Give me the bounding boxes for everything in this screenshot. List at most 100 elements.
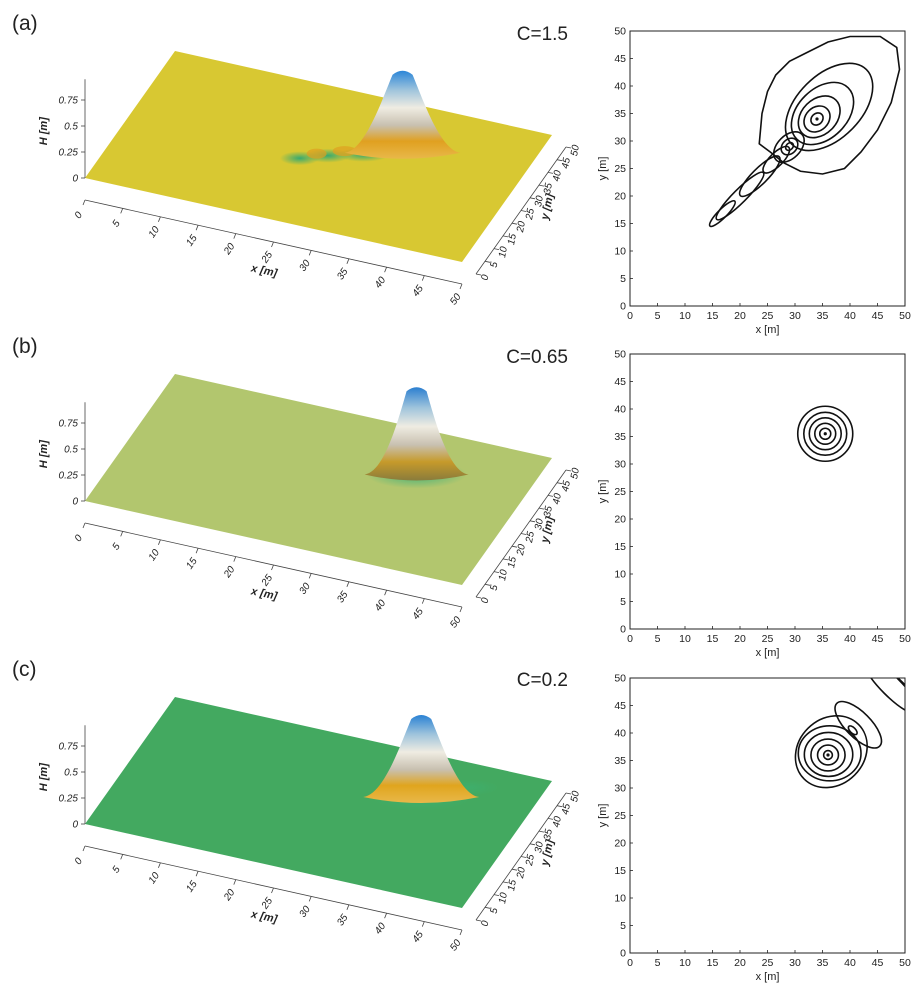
y-tick-label: 25 [524,853,537,867]
z-tick-label: 0.75 [59,419,79,430]
x-tick-label: 45 [411,929,427,945]
y-tick-label: 40 [551,492,564,505]
y-tick-label: 10 [497,891,510,904]
y-tick-label: 5 [489,584,501,592]
x-tick-label: 10 [679,957,691,969]
y-tick-mark [529,197,536,200]
y-tick-label: 20 [515,543,528,557]
y-tick-label: 20 [614,514,626,526]
x-tick-label: 5 [655,310,661,322]
contour-plot: 0 5 10 15 20 25 30 35 40 45 50 0 5 10 15 20 25 30 35 40 45 50… [597,673,911,984]
x-tick-mark [271,887,274,894]
y-tick-label: 45 [560,156,573,169]
y-tick-mark [484,906,491,909]
contour-line [818,427,832,441]
y-tick-mark [529,843,536,846]
y-tick-label: 45 [614,376,626,388]
x-tick-label: 30 [297,904,313,920]
y-tick-label: 20 [614,838,626,850]
y-tick-mark [565,469,572,472]
x-tick-label: 50 [448,291,464,307]
x-tick-label: 20 [221,564,237,581]
y-tick-label: 0 [480,919,492,927]
peak-marker [815,117,819,121]
y-tick-mark [538,184,545,187]
contour-line [816,744,840,766]
contour-line [847,725,858,736]
x-tick-mark [158,862,161,868]
z-tick-label: 0 [72,820,78,831]
x-tick-mark [195,548,199,554]
y-tick-label: 30 [533,518,546,531]
y-tick-mark [538,830,545,833]
y-tick-label: 5 [620,596,626,608]
x-tick-label: 0 [627,957,633,969]
peak-marker [826,753,830,757]
y-tick-label: 50 [569,467,582,480]
x-tick-mark [271,564,274,571]
x-tick-mark [195,225,199,231]
y-axis-title: y [m] [539,515,556,545]
y-tick-label: 30 [614,136,626,148]
y-tick-mark [475,596,482,599]
x-tick-label: 0 [73,210,85,221]
y-axis-title: y [m] [597,157,609,181]
contour-plot: 0 5 10 15 20 25 30 35 40 45 50 0 5 10 15 20 25 30 35 40 45 50… [597,349,911,660]
x-tick-label: 25 [762,957,774,969]
x-tick-label: 45 [411,606,427,622]
y-tick-mark [511,545,518,548]
x-tick-label: 5 [655,957,661,969]
x-axis-title: x [m] [249,908,279,925]
z-tick-label: 0 [72,497,78,508]
contour-plot: 0 5 10 15 20 25 30 35 40 45 50 0 5 10 15 20 25 30 35 40 45 50… [597,26,911,337]
contour-line [797,725,862,782]
x-tick-mark [195,871,199,877]
plot-frame [629,30,906,307]
y-tick-label: 10 [497,245,510,258]
y-tick-mark [484,260,491,263]
y-tick-mark [520,856,527,858]
y-tick-label: 35 [542,828,555,841]
x-tick-label: 45 [872,310,884,322]
x-tick-mark [158,539,161,545]
x-tick-label: 40 [844,633,856,645]
y-tick-mark [520,533,527,535]
x-tick-mark [421,275,425,281]
y-tick-label: 0 [620,948,626,960]
y-tick-label: 25 [524,207,537,221]
contour-line [808,416,842,451]
x-tick-label: 40 [373,275,389,291]
y-tick-label: 0 [620,624,626,636]
contour-lines [794,678,905,789]
x-tick-label: 15 [184,879,200,895]
panel-label: (a) [12,12,38,35]
y-tick-label: 20 [614,191,626,203]
x-tick-label: 40 [844,957,856,969]
y-axis-title: y [m] [597,804,609,828]
z-tick-label: 0.25 [59,148,79,159]
surface-plane [85,374,552,585]
x-tick-label: 30 [789,957,801,969]
y-tick-label: 45 [560,479,573,492]
contour-line [797,95,841,139]
y-tick-label: 15 [614,541,626,553]
y-tick-mark [556,159,563,162]
x-tick-label: 35 [335,912,351,928]
y-tick-mark [529,520,536,523]
parameter-label: C=0.65 [506,347,568,368]
x-tick-label: 45 [872,633,884,645]
contour-line [834,700,883,749]
x-tick-mark [459,606,463,613]
x-tick-mark [271,241,274,248]
y-tick-label: 50 [614,26,626,38]
x-tick-label: 5 [655,633,661,645]
x-tick-label: 5 [111,541,123,552]
y-tick-label: 25 [614,810,626,822]
x-tick-label: 20 [734,633,746,645]
wave-hump [344,70,461,159]
x-tick-label: 10 [147,870,163,886]
contour-line [784,62,874,152]
y-tick-label: 10 [614,569,626,581]
y-tick-label: 5 [620,920,626,932]
y-tick-label: 45 [614,53,626,65]
